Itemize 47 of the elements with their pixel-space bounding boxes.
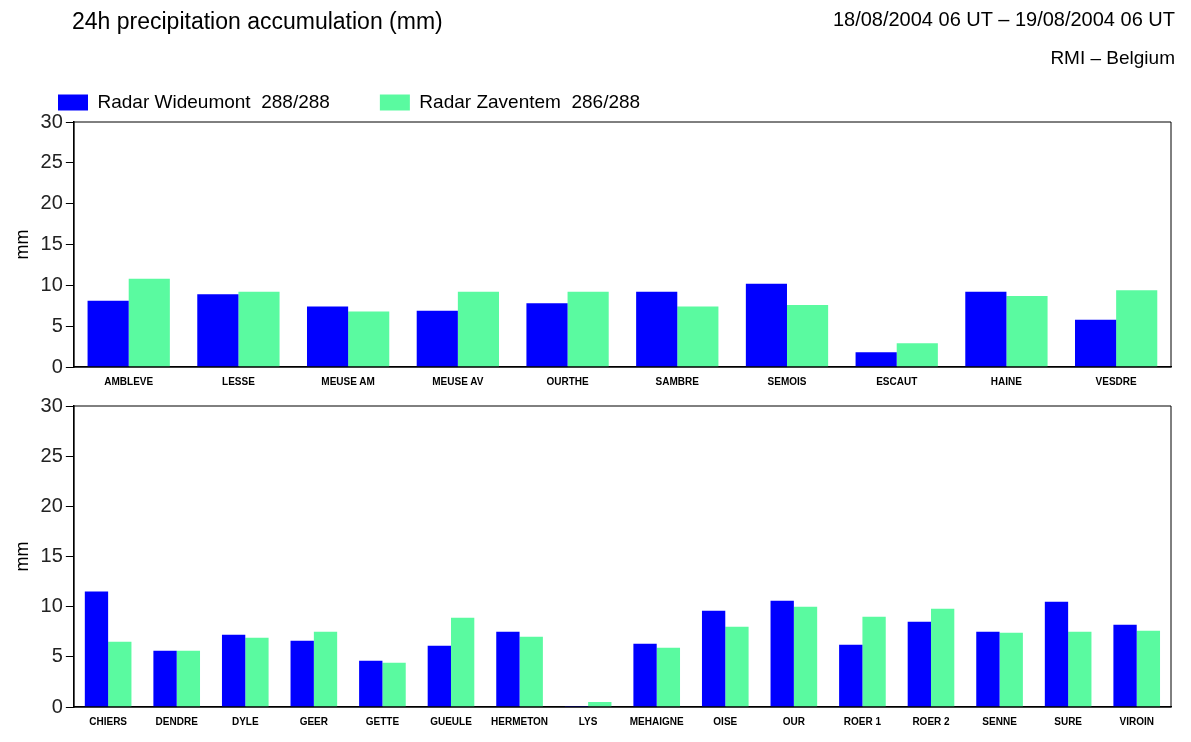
x-tick-label: SURE (1054, 715, 1083, 727)
x-tick-label: MEUSE AV (432, 375, 484, 387)
y-tick-label: 30 (40, 109, 63, 132)
y-tick-label: 30 (40, 393, 63, 416)
x-tick-label: GETTE (365, 715, 400, 727)
x-tick-label: HERMETON (491, 715, 549, 727)
x-tick-label: LYS (578, 715, 598, 727)
y-tick-label: 25 (40, 150, 63, 173)
chart-subtitle: 18/08/2004 06 UT – 19/08/2004 06 UT (832, 8, 1175, 32)
x-tick-label: MEUSE AM (321, 375, 375, 387)
x-tick-label: GUEULE (430, 715, 473, 727)
x-tick-label: ROER 1 (843, 715, 882, 727)
text: RMI – Belgium (1050, 47, 1175, 68)
y-tick-label: 15 (40, 232, 63, 255)
y-tick-label: 5 (51, 313, 63, 336)
x-tick-label: ROER 2 (912, 715, 951, 727)
y-tick-label: 10 (40, 272, 63, 295)
x-tick-label: SENNE (982, 715, 1018, 727)
x-tick-label: LESSE (222, 375, 256, 387)
x-tick-label: OURTHE (546, 375, 589, 387)
x-tick-label: DYLE (231, 715, 259, 727)
x-tick-label: OISE (713, 715, 738, 727)
x-tick-label: MEHAIGNE (629, 715, 684, 727)
chart-title: 24h precipitation accumulation (mm) (72, 8, 443, 35)
y-tick-label: 5 (51, 644, 63, 667)
x-tick-label: AMBLEVE (104, 375, 154, 387)
y-tick-label: 0 (51, 694, 63, 717)
y-tick-label: 20 (40, 191, 63, 214)
legend-label: Radar Zaventem 286/288 (419, 90, 641, 112)
y-axis-title: mm (11, 541, 32, 572)
x-tick-label: VIROIN (1119, 715, 1154, 727)
x-tick-label: SEMOIS (767, 375, 807, 387)
x-tick-label: OUR (782, 715, 806, 727)
x-tick-label: CHIERS (89, 715, 128, 727)
y-tick-label: 25 (40, 443, 63, 466)
y-tick-label: 10 (40, 594, 63, 617)
y-tick-label: 15 (40, 544, 63, 567)
x-tick-label: VESDRE (1095, 375, 1138, 387)
x-tick-label: DENDRE (155, 715, 199, 727)
x-tick-label: ESCAUT (876, 375, 918, 387)
y-tick-label: 0 (51, 354, 63, 377)
y-axis-title: mm (11, 229, 32, 260)
x-tick-label: HAINE (990, 375, 1023, 387)
x-tick-label: SAMBRE (655, 375, 700, 387)
legend-label: Radar Wideumont 288/288 (97, 90, 330, 112)
x-tick-label: GEER (299, 715, 329, 727)
y-tick-label: 20 (40, 493, 63, 516)
